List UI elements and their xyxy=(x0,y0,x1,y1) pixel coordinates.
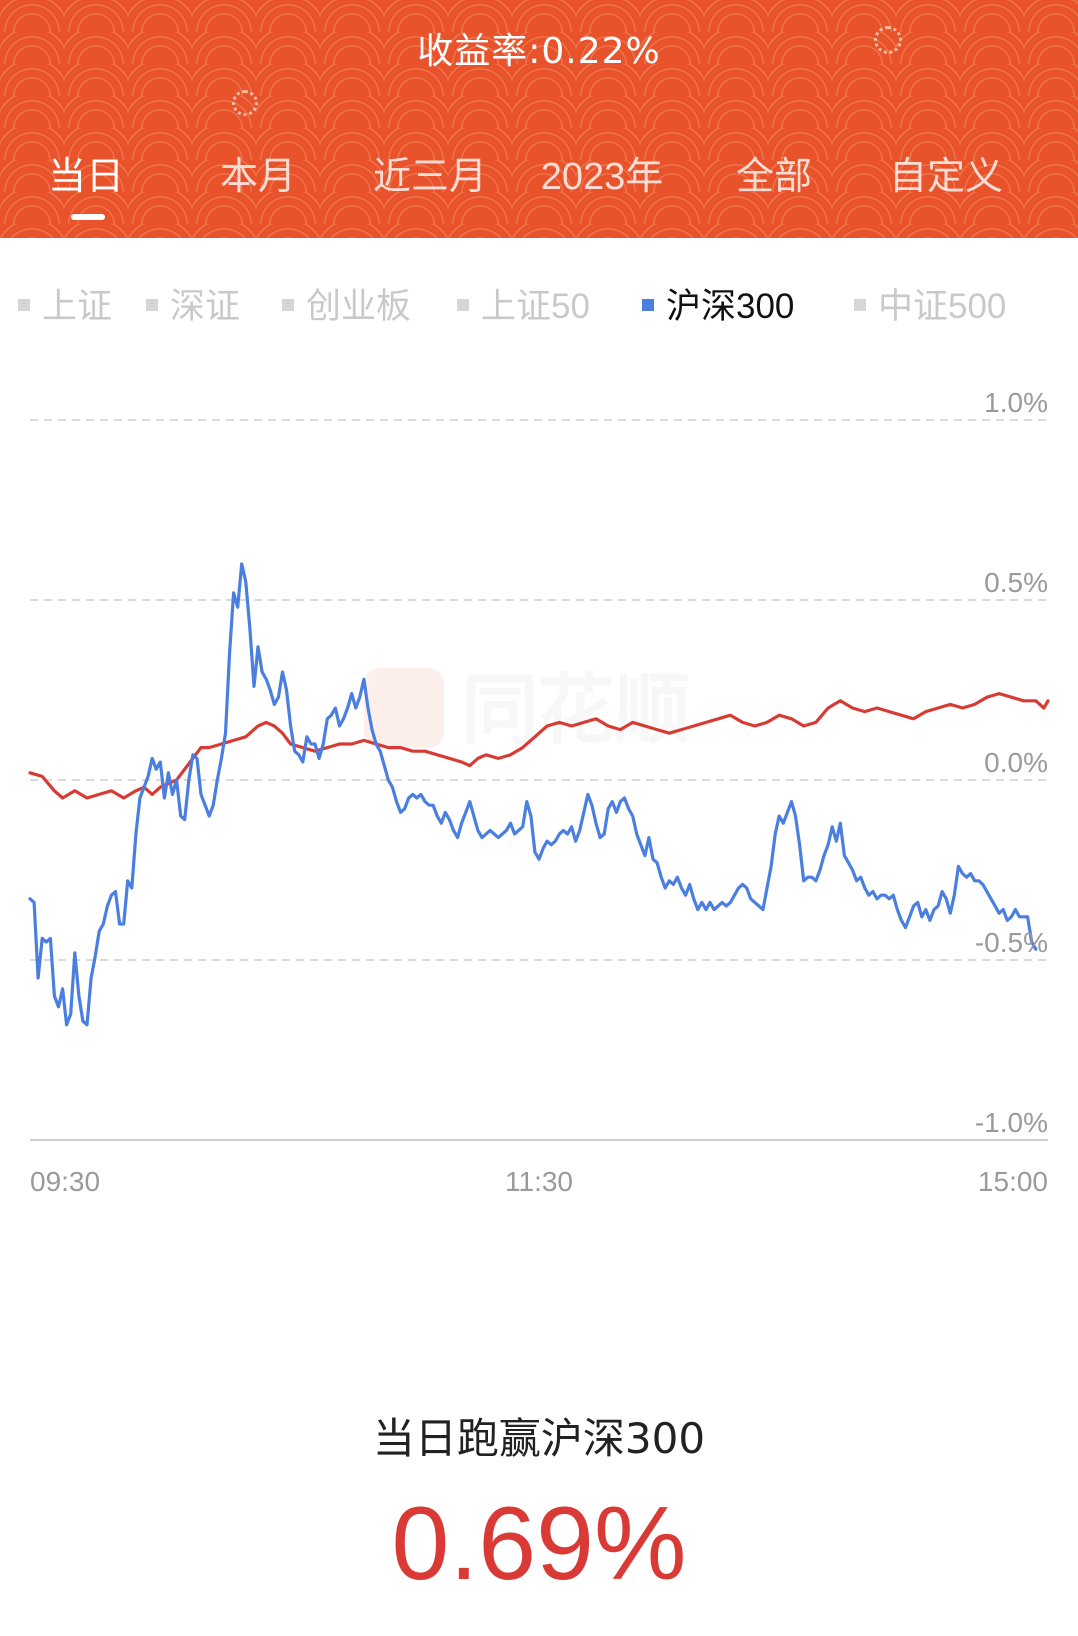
index-csi500[interactable]: 中证500 xyxy=(854,278,1006,329)
tab-year-2023[interactable]: 2023年 xyxy=(540,156,664,198)
y-tick-label: 0.0% xyxy=(984,747,1048,778)
index-selector: 上证 深证 创业板 上证50 沪深300 中证500 xyxy=(0,278,1078,328)
tab-today[interactable]: 当日 xyxy=(47,156,125,198)
outperform-label: 当日跑赢沪深300 xyxy=(372,1414,706,1463)
tick-layer: 1.0% 0.5% 0.0% -0.5% -1.0% 09:30 11:30 15:00 xyxy=(30,387,1048,1197)
watermark-logo-icon xyxy=(364,668,444,748)
legend-marker xyxy=(18,298,30,311)
y-tick-label: -0.5% xyxy=(975,927,1048,958)
watermark-text: 同花顺 xyxy=(462,665,690,754)
x-tick-label: 15:00 xyxy=(978,1166,1048,1197)
tab-three-months[interactable]: 近三月 xyxy=(372,156,488,198)
series-layer xyxy=(28,562,1050,1027)
loading-icon xyxy=(874,26,902,54)
index-szse[interactable]: 深证 xyxy=(146,278,240,329)
period-tabs: 当日 本月 近三月 2023年 全部 自定义 xyxy=(0,145,1078,235)
index-chinext[interactable]: 创业板 xyxy=(282,278,411,329)
header-banner: 收益率:0.22% 当日 本月 近三月 2023年 全部 自定义 xyxy=(0,0,1078,238)
legend-marker xyxy=(146,298,158,311)
tab-this-month[interactable]: 本月 xyxy=(219,156,297,198)
index-sse[interactable]: 上证 xyxy=(18,278,112,329)
series-line-portfolio xyxy=(28,692,1050,800)
grid-layer xyxy=(30,419,1048,1141)
watermark: 同花顺 xyxy=(364,665,690,754)
y-tick-label: 1.0% xyxy=(984,387,1048,418)
active-tab-indicator xyxy=(71,214,105,220)
y-tick-label: -1.0% xyxy=(975,1107,1048,1138)
y-tick-label: 0.5% xyxy=(984,567,1048,598)
series-line-csi300 xyxy=(28,562,1038,1027)
outperform-value: 0.69% xyxy=(391,1486,687,1602)
legend-marker xyxy=(642,298,654,311)
tab-custom[interactable]: 自定义 xyxy=(888,156,1004,198)
tab-all[interactable]: 全部 xyxy=(735,156,813,198)
x-tick-label: 09:30 xyxy=(30,1166,100,1197)
loading-icon xyxy=(232,90,258,116)
legend-marker xyxy=(854,298,866,311)
x-tick-label: 11:30 xyxy=(505,1166,573,1197)
return-chart: 同花顺 1.0% 0.5% 0.0% -0.5% -1.0% 09:30 11:30 15:0… xyxy=(28,387,1050,1197)
yield-rate: 收益率:0.22% xyxy=(417,31,661,72)
legend-marker xyxy=(282,298,294,311)
legend-marker xyxy=(457,298,469,311)
index-sse50[interactable]: 上证50 xyxy=(457,278,590,329)
index-csi300[interactable]: 沪深300 xyxy=(642,278,794,329)
